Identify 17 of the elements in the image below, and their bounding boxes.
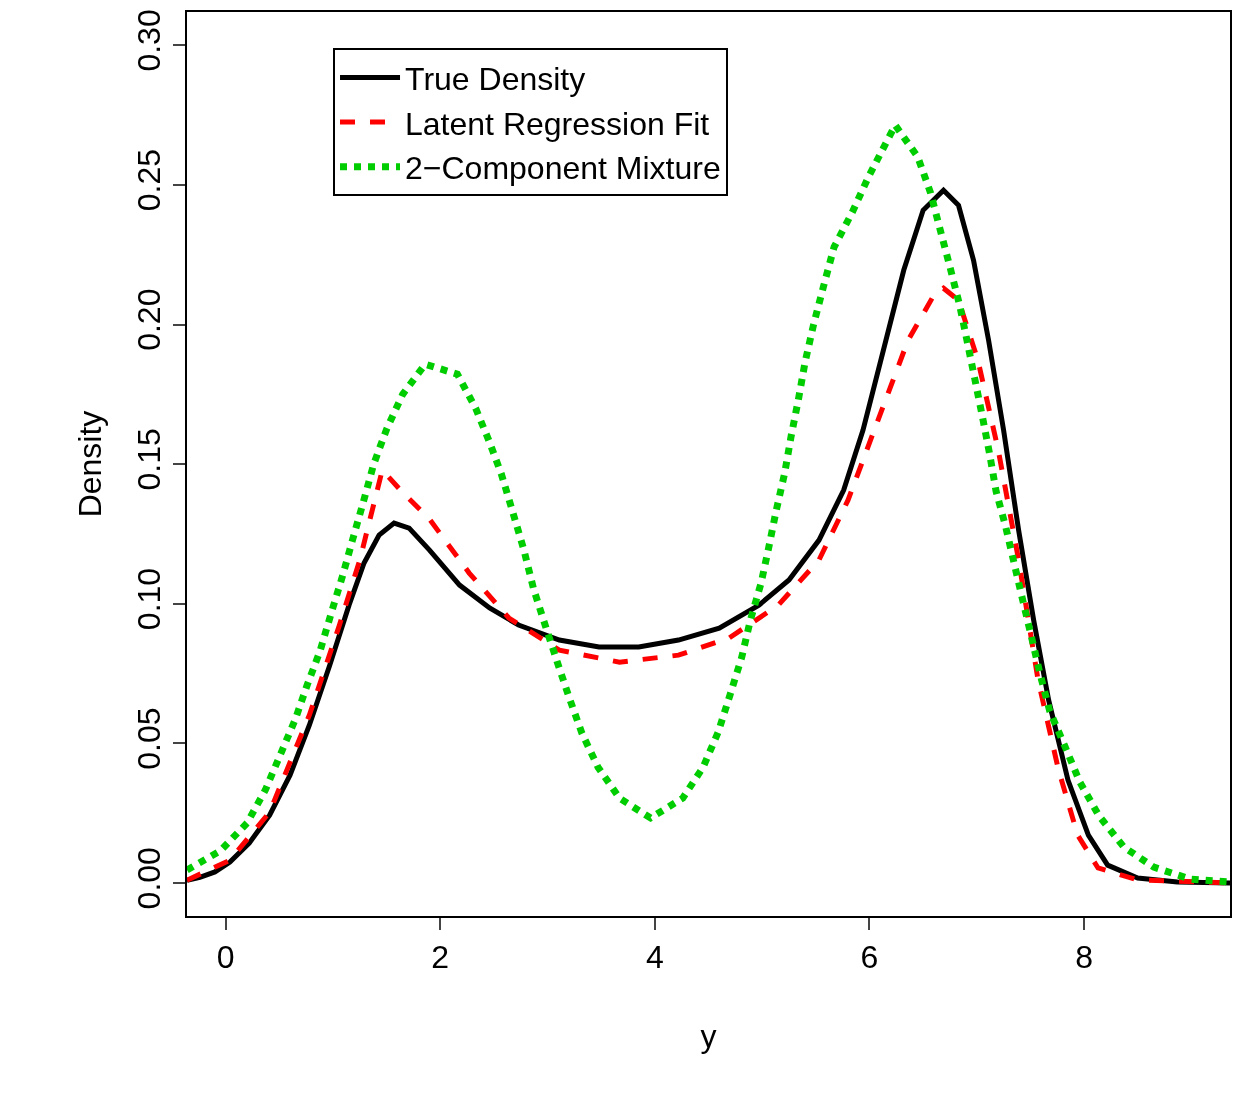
legend-label: 2−Component Mixture [405,150,721,187]
y-tick-label: 0.05 [131,707,168,770]
x-tick-label: 8 [1075,939,1093,976]
y-tick-label: 0.30 [131,9,168,72]
legend-label: True Density [405,60,586,97]
y-tick-label: 0.25 [131,148,168,212]
x-tick-label: 4 [645,939,664,976]
y-tick-label: 0.20 [131,288,168,351]
y-tick-label: 0.00 [131,847,168,910]
y-axis-title: Density [72,410,108,518]
x-tick-label: 0 [216,939,235,976]
legend-label: Latent Regression Fit [405,105,710,142]
x-tick-label: 2 [431,939,450,976]
y-tick-label: 0.10 [131,567,168,631]
y-tick-label: 0.15 [131,428,168,491]
x-axis-title: y [700,1017,717,1054]
x-tick-label: 6 [860,939,879,976]
